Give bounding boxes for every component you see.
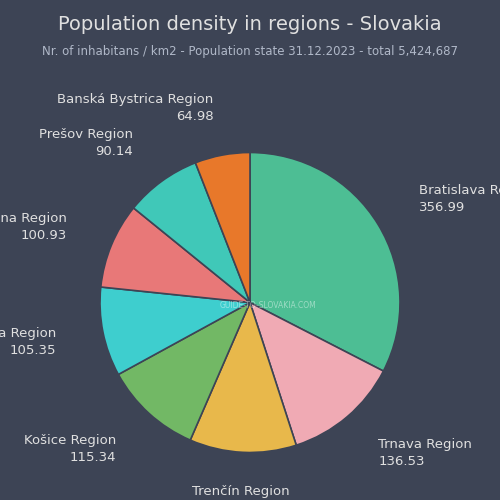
Text: Trenčín Region
126.19: Trenčín Region 126.19 [192,486,290,500]
Wedge shape [134,163,250,302]
Text: Žilina Region
100.93: Žilina Region 100.93 [0,211,67,242]
Text: GUIDE-TO-SLOVAKIA.COM: GUIDE-TO-SLOVAKIA.COM [220,301,316,310]
Wedge shape [196,152,250,302]
Text: Population density in regions - Slovakia: Population density in regions - Slovakia [58,15,442,34]
Wedge shape [190,302,296,452]
Wedge shape [101,208,250,302]
Text: Trnava Region
136.53: Trnava Region 136.53 [378,438,472,468]
Text: Bratislava Region
356.99: Bratislava Region 356.99 [419,184,500,214]
Wedge shape [118,302,250,440]
Wedge shape [250,302,384,445]
Text: Nr. of inhabitans / km2 - Population state 31.12.2023 - total 5,424,687: Nr. of inhabitans / km2 - Population sta… [42,45,458,58]
Wedge shape [250,152,400,371]
Text: Košice Region
115.34: Košice Region 115.34 [24,434,116,464]
Wedge shape [100,287,250,374]
Text: Banská Bystrica Region
64.98: Banská Bystrica Region 64.98 [57,93,214,123]
Text: Nitra Region
105.35: Nitra Region 105.35 [0,326,56,356]
Text: Prešov Region
90.14: Prešov Region 90.14 [39,128,133,158]
